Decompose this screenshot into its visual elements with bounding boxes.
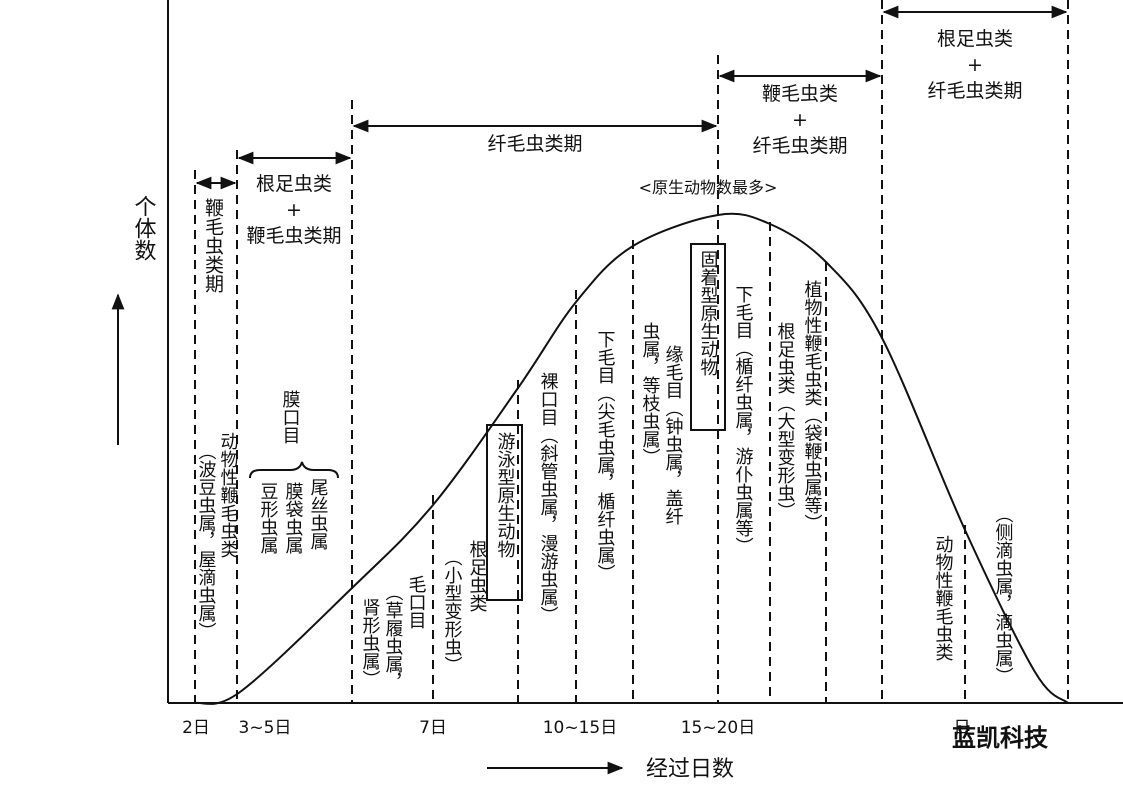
period-label: 根足虫类: [256, 173, 332, 195]
peak-note: <原生动物数最多>: [639, 178, 778, 197]
group-label: 缘毛目（钟虫属，盖纤: [663, 345, 684, 525]
x-tick-label: 15~20日: [681, 718, 756, 738]
period-label: +: [967, 54, 983, 76]
period-label: 纤毛虫类期: [487, 133, 582, 155]
x-tick-label: 日: [954, 718, 971, 738]
group-label: （波豆虫属，屋滴虫属）: [196, 442, 217, 640]
group-label: （侧滴虫属，滴虫属）: [993, 505, 1014, 685]
group-label: 膜口目: [280, 390, 301, 444]
period-label: +: [792, 109, 808, 131]
group-label: 肾形虫属）: [360, 598, 381, 688]
period-label: +: [286, 199, 302, 221]
brace: [249, 461, 339, 479]
group-label: 膜袋虫属: [283, 482, 304, 554]
group-label: 动物性鞭毛虫类: [218, 432, 239, 558]
group-label: 动物性鞭毛虫类: [933, 535, 954, 661]
x-tick-label: 10~15日: [543, 718, 618, 738]
period-label: 鞭毛虫类期: [246, 225, 341, 247]
box: [690, 243, 726, 431]
group-label: （小型变形虫）: [442, 548, 463, 674]
period-label: 纤毛虫类期: [752, 135, 847, 157]
x-tick-label: 3~5日: [239, 718, 292, 738]
group-label: 豆形虫属: [258, 482, 279, 554]
group-label: 固着型原生动物: [698, 250, 719, 376]
x-tick-label: 7日: [419, 718, 447, 738]
x-tick-label: 2日: [182, 718, 210, 738]
group-label: 下毛目（楯纤虫属，游仆虫属等）: [733, 285, 754, 555]
group-label: 植物性鞭毛虫类（袋鞭虫属等）: [802, 280, 823, 532]
group-label: 根足虫类: [467, 540, 488, 612]
curve: [194, 212, 1069, 705]
group-label: 毛口目: [406, 575, 427, 629]
period-label: 鞭毛虫类期: [202, 198, 224, 293]
period-label: 根足虫类: [937, 28, 1013, 50]
period-label: 鞭毛虫类: [762, 83, 838, 105]
group-label: （草履虫属，: [383, 583, 404, 691]
group-label: 虫属，等枝虫属）: [640, 322, 661, 466]
period-label: 纤毛虫类期: [927, 80, 1022, 102]
group-label: 裸口目（斜管虫属，漫游虫属）: [538, 372, 559, 624]
group-label: 下毛目（尖毛虫属，楯纤虫属）: [595, 330, 616, 582]
y-label: 个体数: [131, 195, 157, 261]
group-label: 游泳型原生动物: [495, 432, 516, 558]
group-label: 根足虫类（大型变形虫）: [775, 322, 796, 520]
watermark: 蓝凯科技: [952, 724, 1049, 752]
box: [486, 424, 523, 601]
x-label: 经过日数: [646, 757, 734, 782]
group-label: 尾丝虫属: [308, 478, 329, 550]
